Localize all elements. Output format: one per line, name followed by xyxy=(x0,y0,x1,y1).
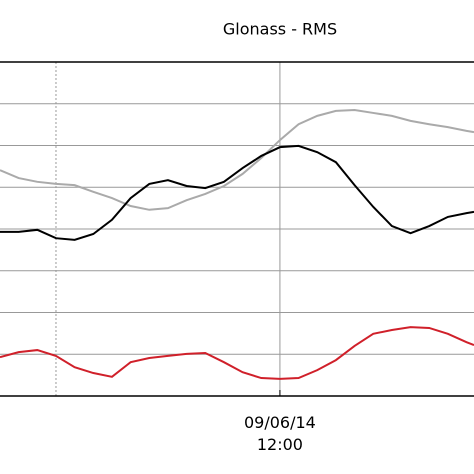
series-line xyxy=(0,326,474,380)
x-tick-label: 09/06/14 12:00 xyxy=(243,413,316,454)
chart-title: Glonass - RMS xyxy=(223,20,337,39)
series-line xyxy=(0,109,474,211)
series-line xyxy=(0,144,474,241)
